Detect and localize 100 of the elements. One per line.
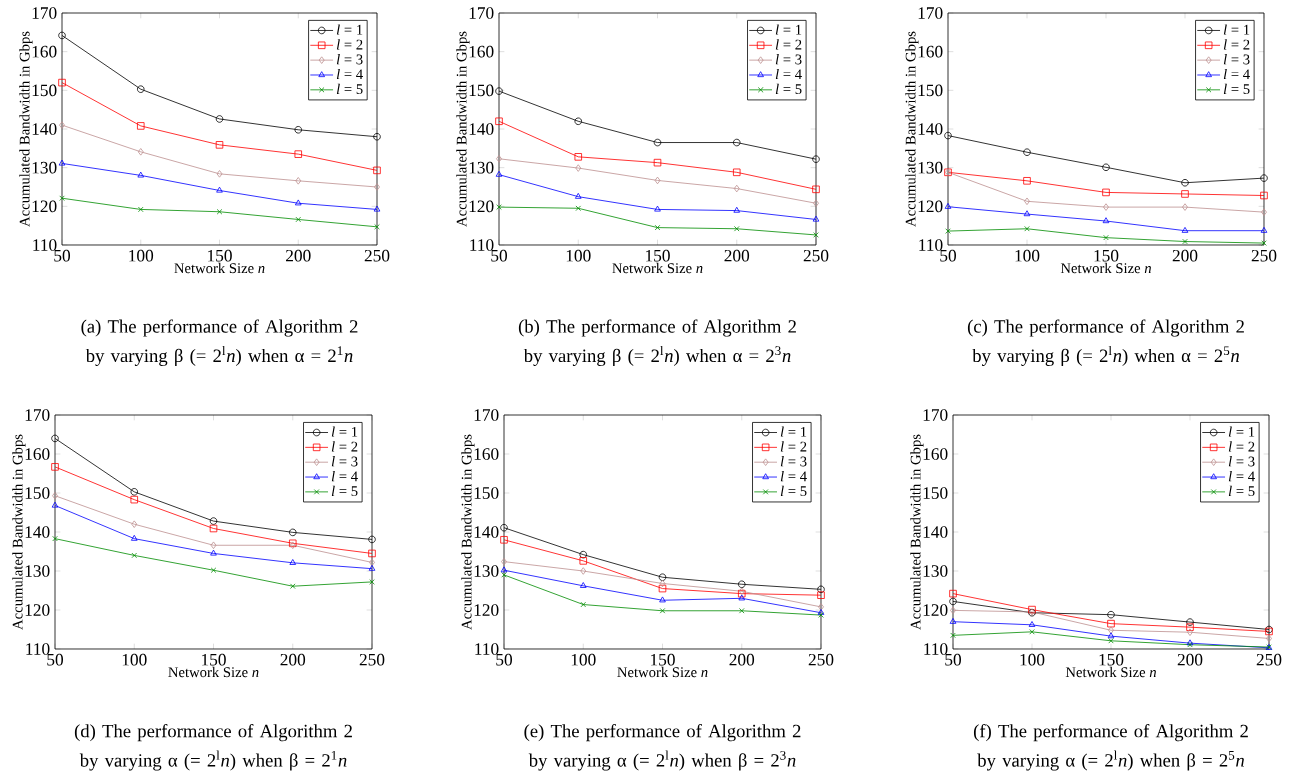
point xyxy=(58,31,66,40)
point xyxy=(209,517,218,525)
y-tick-label: 150 xyxy=(918,84,943,97)
legend-label: l = 4 xyxy=(331,470,358,482)
point xyxy=(575,164,582,172)
point xyxy=(52,535,58,542)
x-tick-label: 100 xyxy=(566,249,591,262)
y-tick-label: 160 xyxy=(474,448,499,460)
y-tick-label: 160 xyxy=(25,448,50,460)
legend-label: l = 1 xyxy=(775,24,802,35)
point xyxy=(137,85,145,93)
point xyxy=(1107,632,1115,639)
point xyxy=(295,216,302,223)
point xyxy=(944,131,952,140)
point xyxy=(500,566,508,573)
y-axis-title: Accumulated Bandwidth in Gbps xyxy=(456,31,470,227)
point xyxy=(733,206,741,213)
point xyxy=(738,580,746,588)
point xyxy=(130,488,138,496)
y-tick-label: 120 xyxy=(25,604,50,616)
y-tick-label: 150 xyxy=(25,487,50,499)
point xyxy=(369,579,375,585)
y-tick-label: 140 xyxy=(923,526,948,538)
point xyxy=(733,168,741,177)
legend-label: l = 1 xyxy=(336,24,363,35)
y-tick-label: 110 xyxy=(26,643,50,655)
y-tick-label: 170 xyxy=(469,7,494,19)
point xyxy=(1182,238,1188,245)
point xyxy=(1186,623,1194,631)
point xyxy=(1023,148,1031,156)
x-tick-label: 100 xyxy=(1020,653,1045,666)
point xyxy=(137,122,145,130)
point xyxy=(579,557,587,565)
legend-label: l = 4 xyxy=(336,68,363,80)
y-tick-label: 140 xyxy=(918,123,943,135)
point xyxy=(216,208,223,215)
x-tick-label: 150 xyxy=(651,653,675,666)
point xyxy=(654,224,661,231)
text: (b) The performance of Algorithm 2 by varying β (= 2$^{l}$n) when α = 2$^{3}$n xyxy=(518,319,796,366)
point xyxy=(51,463,59,471)
point xyxy=(944,202,952,209)
legend-label: l = 5 xyxy=(1223,83,1250,95)
point xyxy=(1028,621,1036,627)
point xyxy=(1186,618,1194,626)
point xyxy=(580,567,587,575)
y-tick-label: 130 xyxy=(474,565,499,577)
point xyxy=(373,133,381,141)
point xyxy=(812,155,820,163)
x-tick-label: 200 xyxy=(1177,653,1203,666)
y-tick-label: 160 xyxy=(469,45,494,58)
point xyxy=(1024,226,1030,232)
y-tick-label: 160 xyxy=(923,448,948,460)
y-tick-label: 170 xyxy=(918,7,943,19)
point xyxy=(733,184,740,193)
point xyxy=(950,632,956,639)
point xyxy=(575,205,582,212)
point xyxy=(817,585,825,594)
point xyxy=(659,608,666,614)
y-tick-label: 110 xyxy=(924,643,948,655)
legend-label: l = 5 xyxy=(1228,485,1255,497)
legend-label: l = 3 xyxy=(1228,456,1255,467)
point xyxy=(1102,163,1110,172)
x-tick-label: 50 xyxy=(496,653,513,666)
point xyxy=(495,117,503,125)
point xyxy=(1108,638,1114,644)
y-axis-title: Accumulated Bandwidth in Gbps xyxy=(12,434,26,630)
point xyxy=(1181,226,1189,233)
point xyxy=(658,573,667,581)
point xyxy=(812,185,820,194)
x-tick-label: 150 xyxy=(646,249,670,262)
y-tick-label: 150 xyxy=(923,487,948,499)
y-tick-label: 130 xyxy=(32,161,57,174)
x-tick-label: 250 xyxy=(803,249,829,262)
point xyxy=(580,601,587,608)
point xyxy=(1107,610,1115,619)
point xyxy=(812,215,820,222)
point xyxy=(1107,619,1115,628)
point xyxy=(1029,629,1035,635)
point xyxy=(738,608,745,614)
point xyxy=(579,582,587,588)
y-tick-label: 140 xyxy=(32,123,57,135)
y-tick-label: 140 xyxy=(25,526,50,538)
y-axis-title: Accumulated Bandwidth in Gbps xyxy=(910,434,924,630)
x-tick-label: 150 xyxy=(1094,249,1119,262)
point xyxy=(496,155,502,163)
point xyxy=(1261,208,1267,216)
point xyxy=(1260,191,1268,200)
point xyxy=(817,591,825,599)
point xyxy=(659,596,666,603)
point xyxy=(496,204,502,210)
line-series xyxy=(496,155,819,207)
legend-label: l = 1 xyxy=(1228,426,1255,437)
x-axis-title: Network Size n xyxy=(612,262,703,274)
y-tick-label: 120 xyxy=(474,604,499,616)
point xyxy=(368,564,376,571)
point xyxy=(654,176,661,185)
legend-label: l = 2 xyxy=(331,441,358,452)
text: (d) The performance of Algorithm 2 by varying α (= 2$^{l}$n) when β = 2$^{1}$n xyxy=(74,724,352,771)
x-tick-label: 200 xyxy=(286,249,311,262)
point xyxy=(495,87,503,95)
